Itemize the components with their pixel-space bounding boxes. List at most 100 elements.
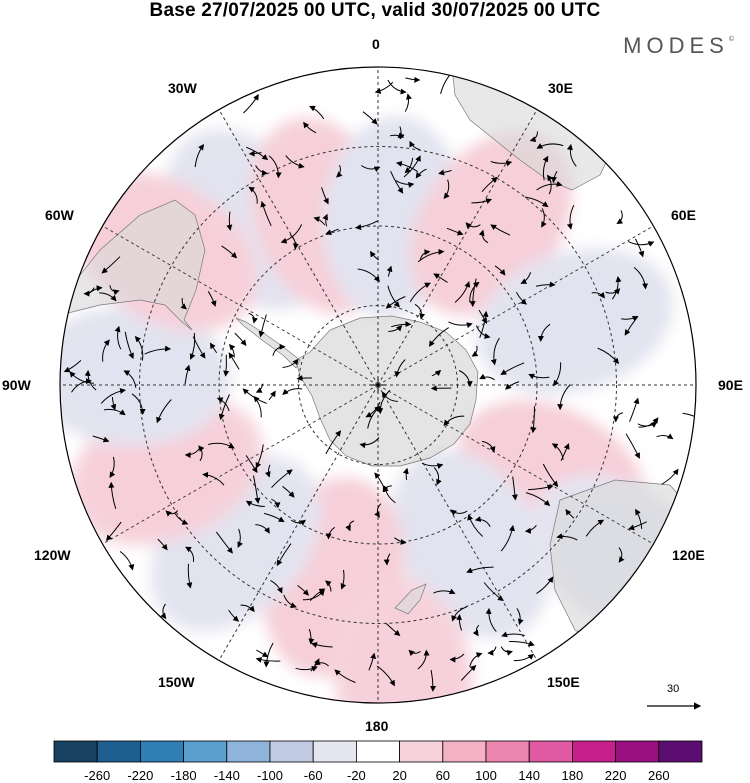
antarctic-peninsula xyxy=(235,317,301,369)
wind-arrow xyxy=(242,388,267,404)
wind-arrow xyxy=(174,513,189,525)
lon-label-120w: 120W xyxy=(34,547,71,563)
wind-arrow xyxy=(500,362,525,376)
colorbar-tick-label: -100 xyxy=(256,768,284,783)
colorbar-swatch xyxy=(658,740,703,763)
wind-arrow xyxy=(202,471,225,486)
copyright-mark: © xyxy=(728,35,734,43)
colorbar-swatch xyxy=(53,740,98,763)
wind-arrow xyxy=(511,476,518,501)
wind-arrow xyxy=(443,415,465,427)
wind-arrow xyxy=(282,388,303,396)
wind-arrow xyxy=(409,140,420,151)
wind-arrow xyxy=(223,354,230,377)
wind-arrow xyxy=(186,563,193,589)
wind-arrow xyxy=(63,360,82,373)
brand-name: MODES xyxy=(623,33,729,58)
wind-arrow xyxy=(500,646,513,656)
wind-arrow xyxy=(479,310,489,338)
colorbar-tick-label: 60 xyxy=(435,768,451,783)
wind-arrow xyxy=(516,608,524,626)
reference-vector-label: 30 xyxy=(667,683,680,695)
wind-arrow xyxy=(276,543,292,567)
australia xyxy=(549,479,696,651)
wind-arrow xyxy=(102,339,110,362)
wind-arrow xyxy=(248,150,262,157)
colorbar-swatch xyxy=(399,740,444,763)
colorbar-tick-label: -220 xyxy=(127,768,154,783)
wind-arrow xyxy=(402,467,409,480)
wind-arrow xyxy=(237,528,243,548)
wind-arrow xyxy=(228,609,240,622)
wind-arrow xyxy=(119,550,135,571)
wind-arrow xyxy=(165,510,179,517)
wind-arrow xyxy=(180,298,187,310)
south-america xyxy=(60,199,206,331)
wind-arrow xyxy=(156,399,172,424)
wind-arrow xyxy=(92,435,110,443)
wind-arrow xyxy=(483,582,504,601)
wind-arrow xyxy=(194,143,205,168)
meridian-line xyxy=(377,109,538,386)
wind-arrow xyxy=(325,228,339,236)
colorbar-swatch xyxy=(269,740,314,763)
wind-arrow xyxy=(71,378,92,393)
wind-vectors xyxy=(63,69,696,692)
wind-arrow xyxy=(403,155,421,178)
lon-label-90w: 90W xyxy=(2,377,31,393)
wind-arrow xyxy=(377,389,391,415)
colorbar-swatch xyxy=(572,740,617,763)
wind-arrow xyxy=(270,579,283,594)
wind-arrow xyxy=(405,76,421,83)
wind-arrow xyxy=(216,397,230,412)
anomaly-field xyxy=(60,115,696,703)
colorbar-tick-label: -260 xyxy=(84,768,111,783)
lon-label-60e: 60E xyxy=(671,207,696,223)
wind-arrow xyxy=(334,669,356,683)
wind-arrow xyxy=(321,187,329,205)
wind-arrow xyxy=(123,370,137,388)
wind-arrow xyxy=(557,384,571,411)
anomaly-cell-10 xyxy=(60,306,233,447)
wind-arrow xyxy=(591,291,606,299)
wind-arrow xyxy=(271,469,293,488)
wind-arrow xyxy=(467,514,484,537)
meridian-line xyxy=(377,384,538,661)
colorbar-swatch xyxy=(615,740,660,763)
wind-arrow xyxy=(296,375,312,382)
wind-arrow xyxy=(388,325,403,332)
wind-arrow xyxy=(661,468,679,485)
wind-arrow xyxy=(100,388,126,404)
wind-arrow xyxy=(184,447,201,459)
wind-arrow xyxy=(189,332,196,360)
wind-arrow xyxy=(449,653,465,663)
wind-arrow xyxy=(565,508,575,519)
wind-arrow xyxy=(501,631,525,638)
colorbar-tick-label: 20 xyxy=(392,768,407,783)
latitude-circle xyxy=(139,146,617,624)
wind-arrow xyxy=(243,94,259,114)
wind-arrow xyxy=(381,391,398,402)
wind-arrow xyxy=(524,524,537,534)
wind-arrow xyxy=(537,323,551,342)
anomaly-cell-6 xyxy=(390,449,550,640)
wind-arrow xyxy=(221,245,238,259)
wind-arrow xyxy=(374,503,382,518)
anomaly-cell-13 xyxy=(333,577,475,703)
wind-arrow xyxy=(541,208,547,228)
wind-arrow xyxy=(389,132,405,138)
meridian-line xyxy=(377,384,654,545)
wind-arrow xyxy=(471,345,479,357)
wind-arrow xyxy=(550,171,558,183)
wind-arrow xyxy=(313,216,326,226)
wind-arrow xyxy=(185,546,195,562)
wind-arrow xyxy=(268,155,282,179)
wind-arrow xyxy=(478,229,489,244)
wind-arrow xyxy=(404,157,414,174)
wind-arrow xyxy=(234,332,247,346)
wind-arrow xyxy=(481,440,496,453)
wind-arrow xyxy=(520,272,532,284)
wind-arrow xyxy=(500,524,515,552)
wind-arrow xyxy=(627,241,655,247)
